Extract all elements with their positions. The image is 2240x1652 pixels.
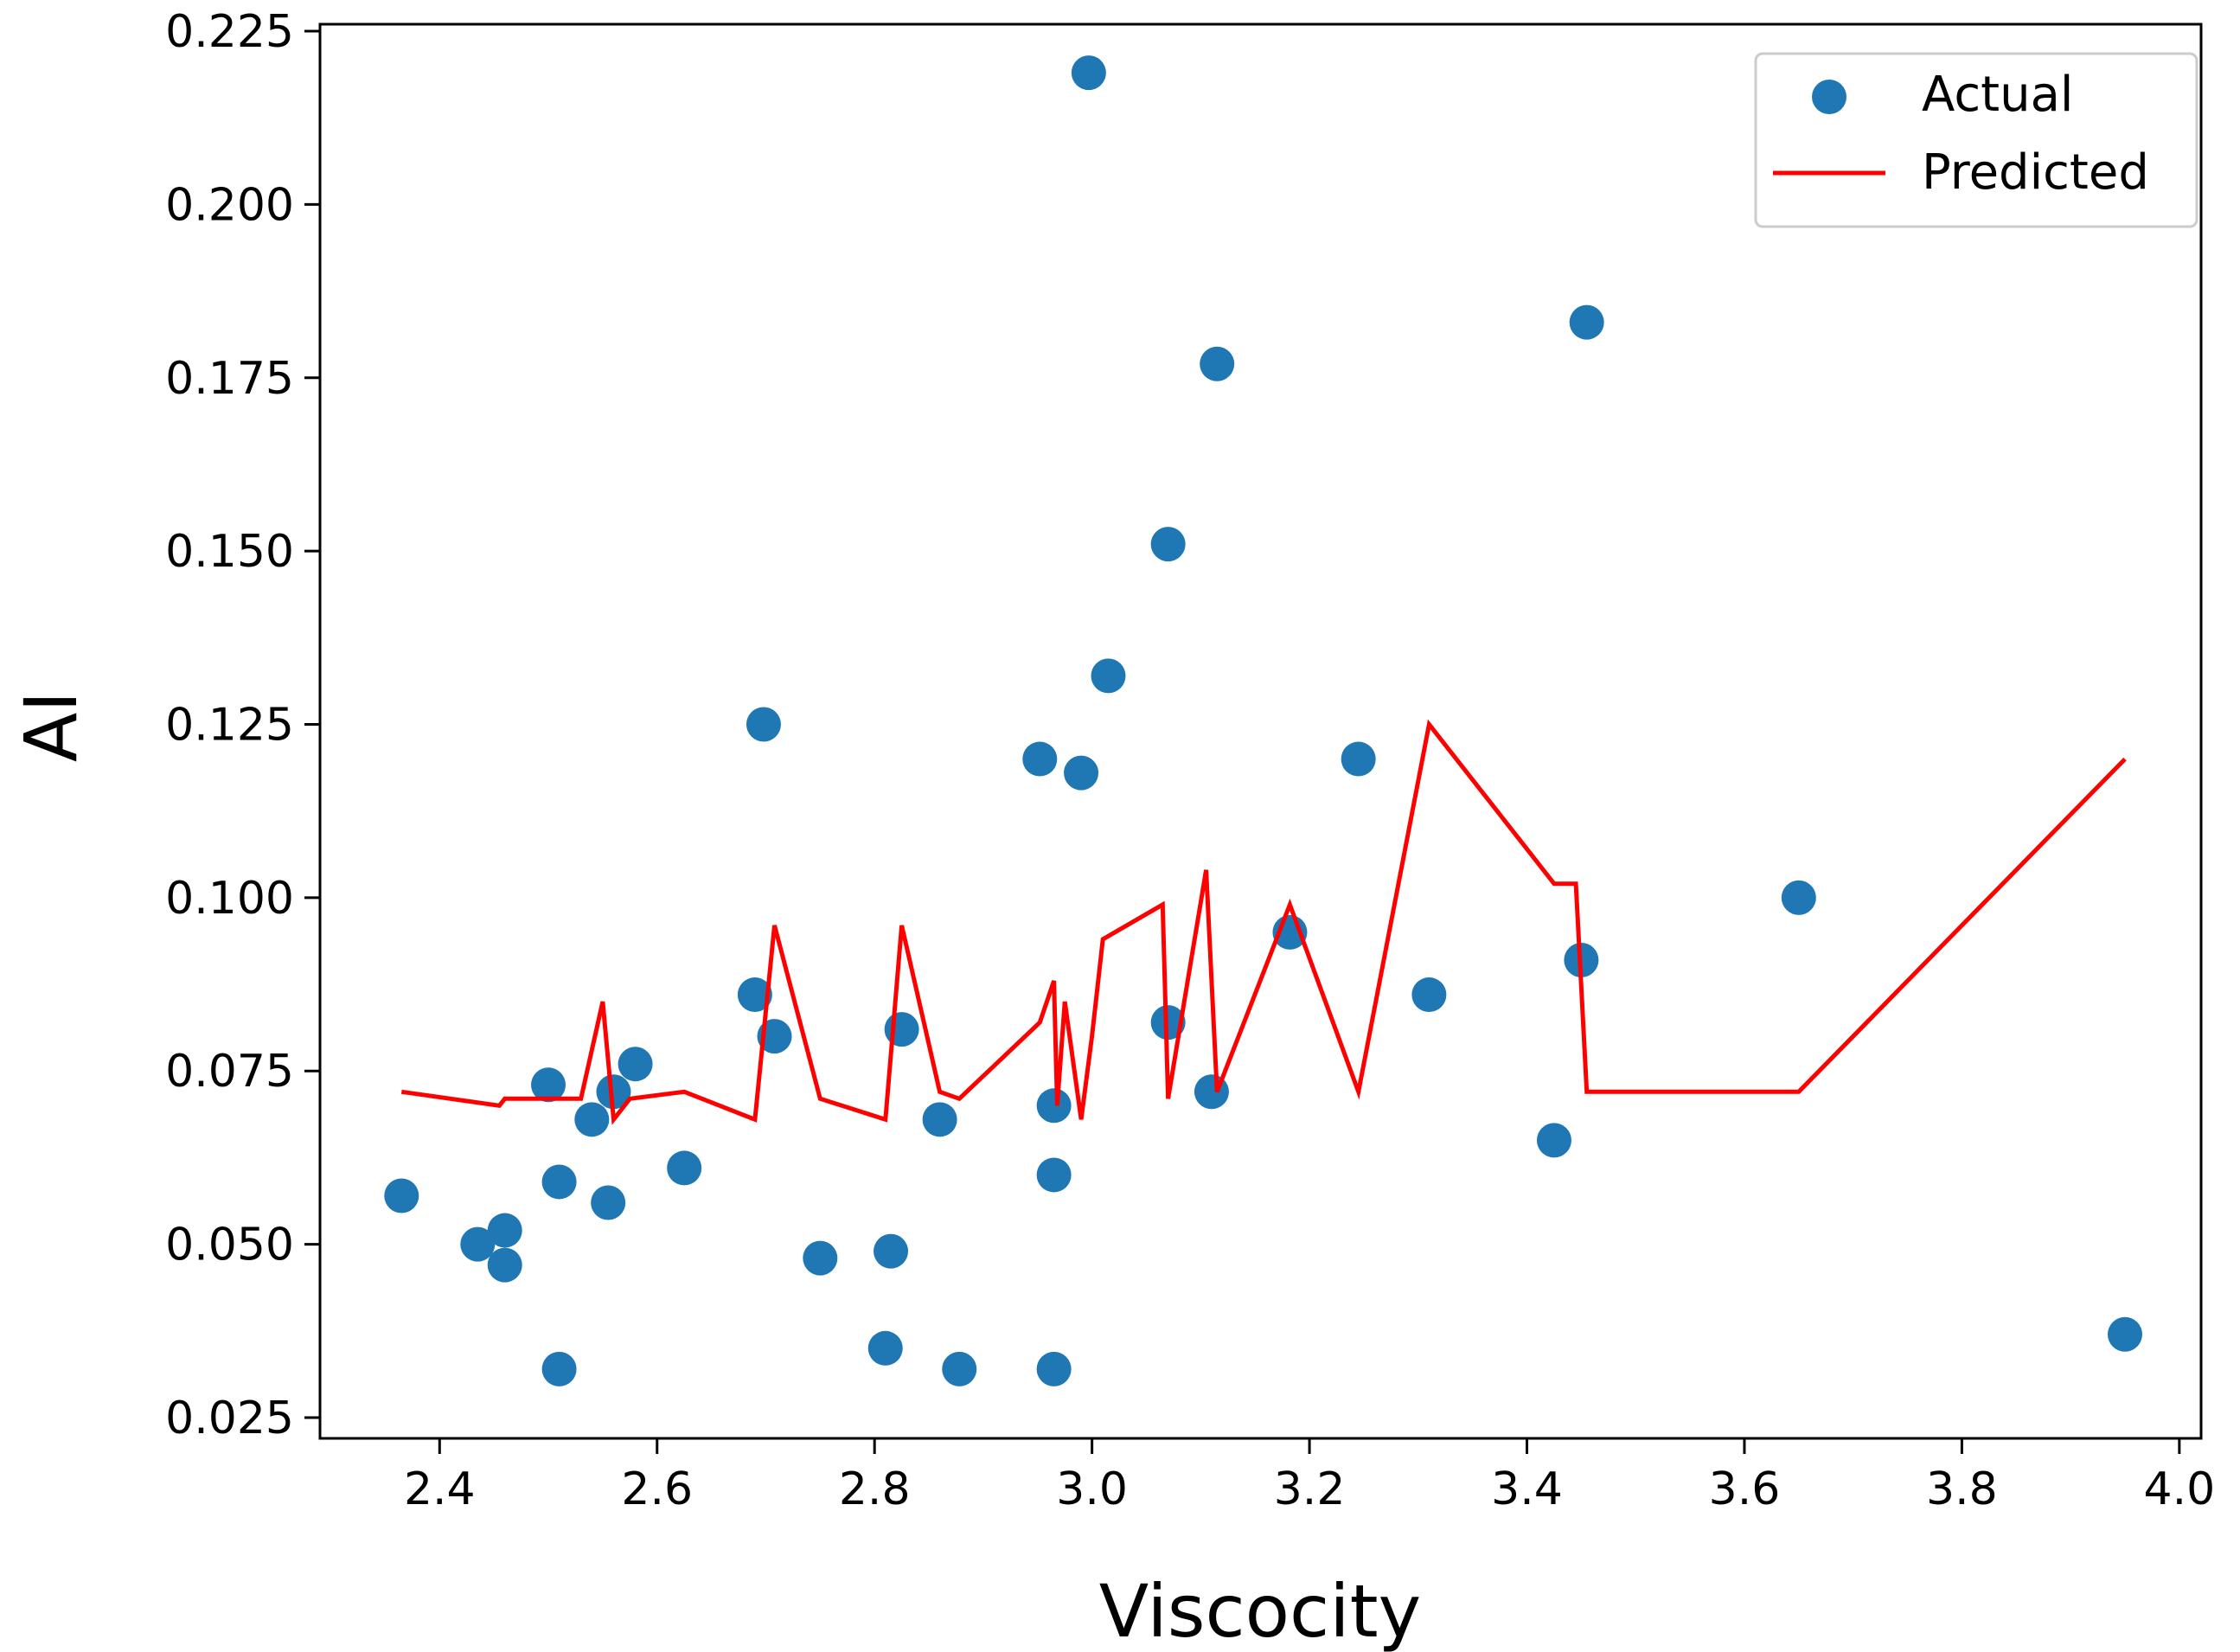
legend-actual-marker	[1812, 80, 1846, 114]
actual-point	[596, 1074, 631, 1110]
y-tick-label: 0.075	[165, 1046, 294, 1098]
actual-point	[1781, 880, 1816, 915]
actual-point	[1341, 741, 1376, 777]
actual-point	[487, 1247, 522, 1283]
actual-point	[460, 1226, 496, 1262]
actual-point	[1022, 741, 1058, 777]
x-tick-label: 4.0	[2144, 1463, 2216, 1515]
y-tick-label: 0.225	[165, 6, 294, 58]
x-tick-label: 3.4	[1491, 1463, 1563, 1515]
actual-point	[1200, 346, 1235, 381]
y-tick-label: 0.175	[165, 353, 294, 405]
actual-point	[384, 1178, 419, 1213]
actual-point	[2107, 1316, 2142, 1352]
y-tick-label: 0.025	[165, 1393, 294, 1444]
actual-point	[867, 1330, 903, 1366]
actual-point	[667, 1150, 702, 1186]
actual-point	[874, 1233, 909, 1269]
actual-point	[1036, 1088, 1072, 1124]
actual-point	[1150, 1005, 1186, 1041]
y-axis-title: AI	[9, 691, 93, 762]
y-tick-label: 0.050	[165, 1220, 294, 1271]
actual-point	[618, 1047, 653, 1082]
x-axis: 2.4 2.6 2.8 3.0 3.2 3.4 3.6 3.8 4.0	[404, 1438, 2215, 1515]
x-tick-label: 3.2	[1274, 1463, 1346, 1515]
x-tick-label: 3.6	[1709, 1463, 1781, 1515]
legend-actual-label: Actual	[1922, 67, 2073, 123]
predicted-line	[400, 719, 2127, 1125]
actual-point	[1150, 527, 1186, 562]
actual-point	[746, 707, 781, 742]
y-tick-label: 0.200	[165, 179, 294, 231]
x-tick-label: 2.8	[839, 1463, 911, 1515]
x-tick-label: 3.8	[1926, 1463, 1998, 1515]
actual-point	[737, 977, 772, 1013]
legend-box	[1754, 52, 2198, 228]
actual-point	[1071, 55, 1106, 91]
actual-point	[803, 1240, 838, 1276]
actual-point	[591, 1185, 626, 1220]
actual-point	[1536, 1123, 1571, 1158]
actual-point	[922, 1102, 957, 1137]
actual-point	[1036, 1157, 1072, 1193]
actual-point	[884, 1012, 919, 1047]
plot-area	[320, 24, 2201, 1438]
y-axis: 0.025 0.050 0.075 0.100 0.125 0.150 0.175 0.200…	[165, 6, 320, 1444]
y-tick-label: 0.125	[165, 699, 294, 751]
x-tick-label: 3.0	[1056, 1463, 1128, 1515]
actual-point	[574, 1102, 610, 1137]
legend-predicted-label: Predicted	[1922, 144, 2149, 201]
actual-point	[531, 1067, 566, 1103]
legend: Actual Predicted	[1754, 52, 2198, 228]
actual-point	[1036, 1351, 1072, 1386]
actual-point	[1064, 755, 1099, 791]
actual-point	[1091, 658, 1126, 694]
plot-frame	[318, 22, 2203, 1440]
series-layer	[384, 55, 2142, 1386]
actual-point	[1569, 304, 1604, 340]
y-tick-label: 0.150	[165, 526, 294, 578]
x-tick-label: 2.4	[404, 1463, 476, 1515]
actual-point	[541, 1351, 577, 1386]
actual-point	[1411, 977, 1447, 1013]
x-axis-title: Viscocity	[1099, 1569, 1421, 1652]
y-tick-label: 0.100	[165, 873, 294, 925]
actual-point	[942, 1351, 977, 1386]
x-tick-label: 2.6	[621, 1463, 693, 1515]
actual-point	[541, 1164, 577, 1200]
actual-point	[487, 1213, 522, 1248]
